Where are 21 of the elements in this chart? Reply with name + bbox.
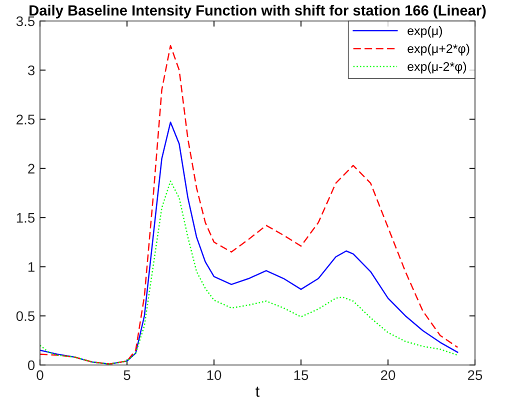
x-tick-label: 5 — [124, 370, 130, 380]
y-tick-label: 3 — [28, 65, 35, 76]
x-axis-title: t — [256, 386, 260, 397]
chart-title: Daily Baseline Intensity Function with shift for station 166 (Linear) — [30, 4, 486, 18]
y-tick-label: 2 — [28, 164, 34, 174]
x-tick-label: 25 — [468, 370, 482, 380]
y-tick-label: 2.5 — [16, 114, 35, 124]
y-tick-label: 0 — [28, 360, 35, 370]
y-tick-label: 1.5 — [16, 213, 35, 223]
y-tick-label: 3.5 — [16, 16, 35, 26]
line-series — [40, 122, 458, 365]
legend-label: exp(μ+2*φ) — [408, 44, 470, 56]
line-series — [40, 180, 458, 365]
x-tick-label: 0 — [36, 370, 44, 380]
x-tick-label: 10 — [207, 370, 222, 380]
y-tick-label: 1 — [28, 262, 34, 272]
x-tick-label: 15 — [294, 370, 308, 380]
legend-label: exp(μ-2*φ) — [408, 62, 466, 74]
y-tick-label: 0.5 — [16, 311, 35, 322]
x-tick-label: 20 — [380, 370, 396, 380]
legend-label: exp(μ) — [408, 26, 442, 38]
